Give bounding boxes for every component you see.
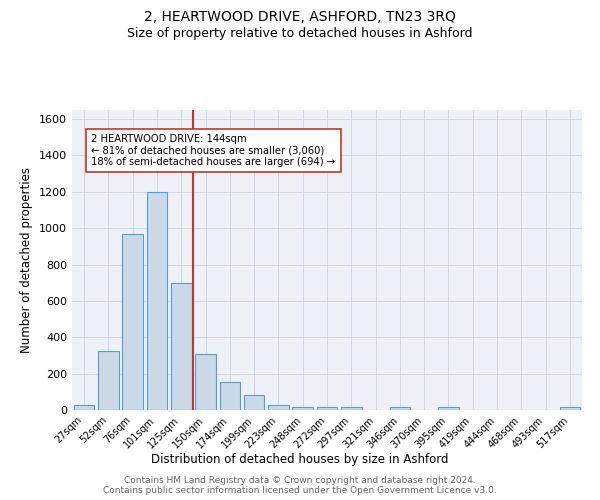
Text: Size of property relative to detached houses in Ashford: Size of property relative to detached ho… [127, 28, 473, 40]
Bar [122, 234, 143, 410]
Bar [341, 406, 362, 410]
Bar [220, 382, 240, 410]
Bar [317, 406, 337, 410]
Bar [171, 282, 191, 410]
Bar [195, 354, 216, 410]
Text: Contains HM Land Registry data © Crown copyright and database right 2024.
Contai: Contains HM Land Registry data © Crown c… [103, 476, 497, 495]
Text: 2 HEARTWOOD DRIVE: 144sqm
← 81% of detached houses are smaller (3,060)
18% of se: 2 HEARTWOOD DRIVE: 144sqm ← 81% of detac… [91, 134, 335, 167]
Text: 2, HEARTWOOD DRIVE, ASHFORD, TN23 3RQ: 2, HEARTWOOD DRIVE, ASHFORD, TN23 3RQ [144, 10, 456, 24]
Bar [98, 351, 119, 410]
Bar [389, 406, 410, 410]
Y-axis label: Number of detached properties: Number of detached properties [20, 167, 34, 353]
Bar [74, 405, 94, 410]
Bar [438, 406, 459, 410]
Bar [268, 405, 289, 410]
Bar [560, 406, 580, 410]
Bar [292, 406, 313, 410]
Bar [146, 192, 167, 410]
Bar [244, 396, 265, 410]
Text: Distribution of detached houses by size in Ashford: Distribution of detached houses by size … [151, 452, 449, 466]
